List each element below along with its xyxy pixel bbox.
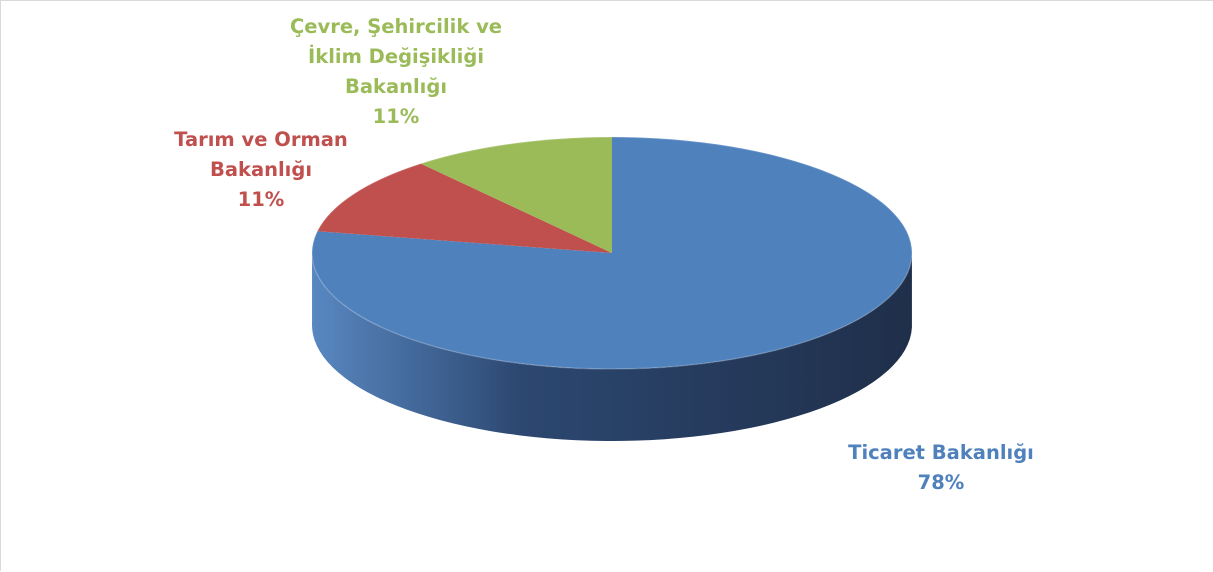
slice-label-ticaret: Ticaret Bakanlığı 78%: [811, 438, 1071, 498]
slice-label-cevre: Çevre, Şehircilik ve İklim Değişikliği B…: [266, 12, 526, 132]
slice-label-ticaret-percent: 78%: [811, 468, 1071, 498]
slice-label-tarim-percent: 11%: [141, 185, 381, 215]
slice-label-tarim: Tarım ve Orman Bakanlığı 11%: [141, 125, 381, 215]
slice-label-ticaret-name: Ticaret Bakanlığı: [811, 438, 1071, 468]
slice-label-cevre-percent: 11%: [266, 102, 526, 132]
slice-label-cevre-name: Çevre, Şehircilik ve İklim Değişikliği B…: [266, 12, 526, 102]
slice-label-tarim-name: Tarım ve Orman Bakanlığı: [141, 125, 381, 185]
